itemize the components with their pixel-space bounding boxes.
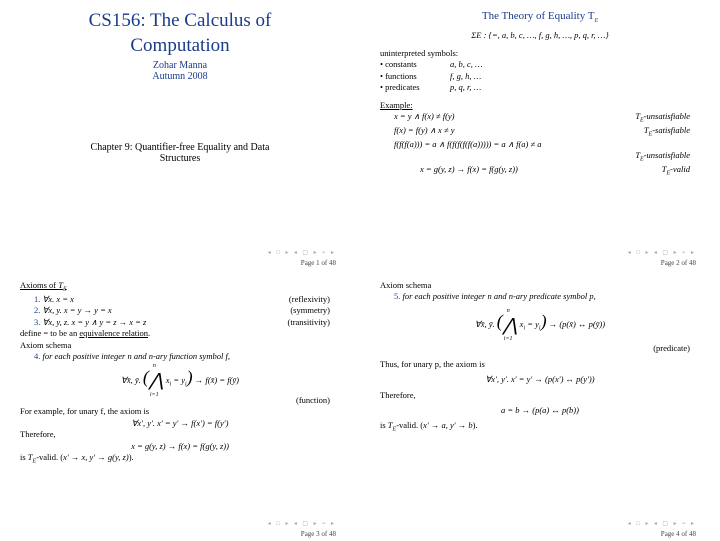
nav-dots: ◂ □ ▸ ◂ ▢ ▸ ≡ ▸ — [268, 520, 336, 527]
ax5-line: 5. for each positive integer n and n-ary… — [380, 291, 700, 302]
ex4-left: x = g(y, z) → f(x) = f(g(y, z)) — [420, 164, 518, 178]
valid-line: is TE-valid. (x′ → a, y′ → b). — [380, 420, 700, 434]
ax5-num: 5. — [394, 291, 400, 301]
valid-line: is TE-valid. (x′ → x, y′ → g(y, z)). — [20, 452, 340, 466]
ax4-mid: → f(x̄) = f(ȳ) — [195, 375, 239, 385]
ax4-num: 4. — [34, 351, 40, 361]
ax5-sup: n — [507, 307, 510, 315]
define-line: define = to be an equivalence relation. — [20, 328, 340, 339]
ax5-bigop: ⋀ — [503, 315, 518, 335]
for-example: For example, for unary f, the axiom is — [20, 406, 340, 417]
ax5-pre: ∀x̄, ȳ. — [475, 319, 497, 329]
ax5-text: for each positive integer n and n-ary pr… — [403, 291, 596, 301]
schema-label: Axiom schema — [380, 280, 700, 291]
slide-content: ΣE : {=, a, b, c, …, f, g, h, …, p, q, r… — [380, 30, 700, 177]
ax5-mid: → (p(x̄) ↔ p(ȳ)) — [549, 319, 605, 329]
axioms-heading: Axioms of TE — [20, 280, 340, 294]
ex2-left: f(x) = f(y) ∧ x ≠ y — [394, 125, 455, 139]
functions-label: • functions — [380, 71, 450, 82]
ax4-text: for each positive integer n and n-ary fu… — [43, 351, 230, 361]
constants-label: • constants — [380, 59, 450, 70]
chapter-line2: Structures — [160, 153, 201, 164]
ax3-label: (transitivity) — [288, 317, 341, 328]
therefore: Therefore, — [20, 429, 340, 440]
ax5-sub: i=1 — [504, 335, 513, 343]
course-title-line2: Computation — [20, 35, 340, 58]
nav-dots: ◂ □ ▸ ◂ ▢ ▸ ≡ ▸ — [628, 520, 696, 527]
ax4-sub: i=1 — [150, 391, 159, 399]
ex4-right: TE-valid — [662, 164, 700, 178]
predicates-label: • predicates — [380, 82, 450, 93]
ax1-label: (reflexivity) — [289, 294, 340, 305]
nav-dots: ◂ □ ▸ ◂ ▢ ▸ ≡ ▸ — [628, 249, 696, 256]
title-text: The Theory of Equality T — [482, 10, 595, 22]
ax3-text: ∀x, y, z. x = y ∧ y = z → x = z — [43, 317, 147, 327]
title-sub: E — [594, 18, 598, 24]
ex1-right: TE-unsatisfiable — [635, 111, 700, 125]
author: Zohar Manna — [20, 60, 340, 71]
ex2-right: TE-satisfiable — [644, 125, 700, 139]
ex3: f(f(f(a))) = a ∧ f(f(f(f(f(a))))) = a ∧ … — [380, 139, 700, 150]
uninterpreted-label: uninterpreted symbols: — [380, 48, 700, 59]
chapter-line1: Chapter 9: Quantifier-free Equality and … — [91, 142, 270, 153]
functions-list: f, g, h, … — [450, 71, 700, 82]
ax5-formula: ∀x̄, ȳ. (n⋀i=1 xi = yi) → (p(x̄) ↔ p(ȳ)) — [380, 309, 700, 337]
unary-example: ∀x′, y′. x′ = y′ → (p(x′) ↔ p(y′)) — [380, 374, 700, 385]
term: Autumn 2008 — [20, 71, 340, 82]
theorem: a = b → (p(a) ↔ p(b)) — [380, 405, 700, 416]
thus: Thus, for unary p, the axiom is — [380, 359, 700, 370]
slide-4: Axiom schema 5. for each positive intege… — [360, 270, 720, 541]
nav-dots: ◂ □ ▸ ◂ ▢ ▸ ≡ ▸ — [268, 249, 336, 256]
ax4-sup: n — [153, 362, 156, 370]
ax1-num: 1. — [34, 294, 40, 304]
ax2-text: ∀x, y. x = y → y = x — [43, 305, 112, 315]
ax4-formula: ∀x̄, ȳ. (n⋀i=1 xi = yi) → f(x̄) = f(ȳ) — [20, 365, 340, 393]
slide-1: CS156: The Calculus of Computation Zohar… — [0, 0, 360, 270]
slide-3: Axioms of TE 1. ∀x. x = x (reflexivity) 2… — [0, 270, 360, 541]
ax2-num: 2. — [34, 305, 40, 315]
define-underline: equivalence relation — [79, 328, 148, 338]
page-number: Page 1 of 48 — [301, 259, 336, 267]
ax3-num: 3. — [34, 317, 40, 327]
chapter-title: Chapter 9: Quantifier-free Equality and … — [20, 142, 340, 164]
slide-2: The Theory of Equality TE ΣE : {=, a, b,… — [360, 0, 720, 270]
predicates-list: p, q, r, … — [450, 82, 700, 93]
ax1-text: ∀x. x = x — [43, 294, 74, 304]
page-number: Page 3 of 48 — [301, 530, 336, 538]
ax4-pre: ∀x̄, ȳ. — [121, 375, 143, 385]
ex1-left: x = y ∧ f(x) ≠ f(y) — [394, 111, 455, 125]
constants-list: a, b, c, … — [450, 59, 700, 70]
schema-label: Axiom schema — [20, 340, 340, 351]
slide-content: Axioms of TE 1. ∀x. x = x (reflexivity) 2… — [20, 280, 340, 466]
unary-example: ∀x′, y′. x′ = y′ → f(x′) = f(y′) — [20, 418, 340, 429]
course-title-line1: CS156: The Calculus of — [20, 10, 340, 33]
ax4-bigop: ⋀ — [149, 370, 164, 390]
define-pre: define = to be an — [20, 328, 79, 338]
sigma-line: ΣE : {=, a, b, c, …, f, g, h, …, p, q, r… — [380, 30, 700, 41]
example-label: Example: — [380, 100, 700, 111]
ax4-line: 4. for each positive integer n and n-ary… — [20, 351, 340, 362]
theorem: x = g(y, z) → f(x) = f(g(y, z)) — [20, 441, 340, 452]
page-number: Page 4 of 48 — [661, 530, 696, 538]
slide-title: The Theory of Equality TE — [380, 10, 700, 24]
therefore: Therefore, — [380, 390, 700, 401]
ax2-label: (symmetry) — [290, 305, 340, 316]
page-number: Page 2 of 48 — [661, 259, 696, 267]
ax4-label: (function) — [20, 395, 340, 406]
ax5-label: (predicate) — [380, 343, 700, 354]
ex3-right: TE-unsatisfiable — [380, 150, 700, 164]
slide-content: Axiom schema 5. for each positive intege… — [380, 280, 700, 434]
